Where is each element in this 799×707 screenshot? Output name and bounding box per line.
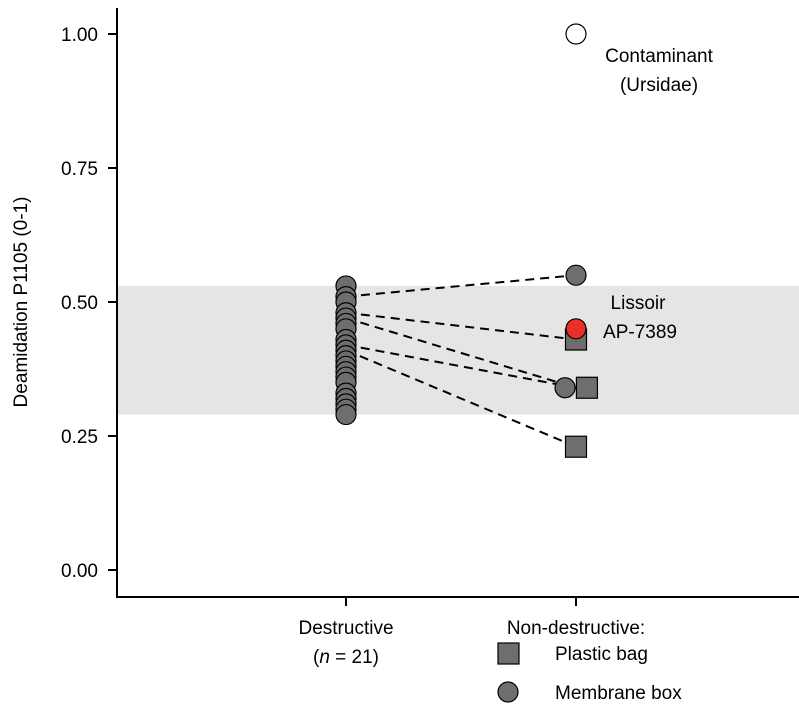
nondestructive-point-membrane-box bbox=[554, 377, 576, 399]
legend: Plastic bag Membrane box bbox=[497, 642, 682, 704]
legend-label-plastic-bag: Plastic bag bbox=[555, 644, 648, 665]
paren-open: ( bbox=[313, 647, 320, 668]
nondestructive-point-lissoir bbox=[565, 318, 587, 340]
y-tick-label: 0.75 bbox=[61, 159, 98, 180]
destructive-point bbox=[335, 403, 357, 426]
pair-line bbox=[345, 311, 577, 341]
x-category-sublabel-destructive: (n = 21) bbox=[313, 647, 379, 668]
x-category-label-destructive: Destructive bbox=[298, 618, 393, 639]
legend-square-marker bbox=[497, 642, 520, 665]
legend-circle-marker bbox=[497, 681, 519, 703]
pair-line bbox=[345, 274, 577, 298]
annotation-contaminant-line2: (Ursidae) bbox=[620, 75, 698, 96]
annotation-lissoir-line2: AP-7389 bbox=[603, 322, 677, 343]
nondestructive-point-plastic-bag bbox=[564, 435, 588, 458]
y-axis-label: Deamidation P1105 (0-1) bbox=[11, 197, 32, 408]
pair-line bbox=[345, 343, 577, 389]
x-category-label-nondestructive: Non-destructive: bbox=[507, 618, 645, 639]
pair-line bbox=[345, 349, 577, 448]
x-axis bbox=[116, 596, 799, 606]
legend-label-membrane-box: Membrane box bbox=[555, 683, 682, 704]
y-tick-label: 1.00 bbox=[61, 25, 98, 46]
annotation-contaminant-line1: Contaminant bbox=[605, 46, 713, 67]
n-count: = 21) bbox=[330, 647, 379, 668]
y-tick-label: 0.25 bbox=[61, 427, 98, 448]
y-axis bbox=[108, 8, 118, 597]
y-tick-label: 0.00 bbox=[61, 561, 98, 582]
pair-line bbox=[345, 317, 577, 389]
n-italic: n bbox=[319, 647, 330, 668]
nondestructive-point-plastic-bag bbox=[575, 376, 599, 399]
nondestructive-point-membrane-box bbox=[565, 264, 587, 286]
annotation-lissoir-line1: Lissoir bbox=[611, 293, 667, 314]
range-band bbox=[118, 285, 799, 415]
y-tick-label: 0.50 bbox=[61, 293, 98, 314]
nondestructive-point-contaminant bbox=[565, 23, 587, 45]
